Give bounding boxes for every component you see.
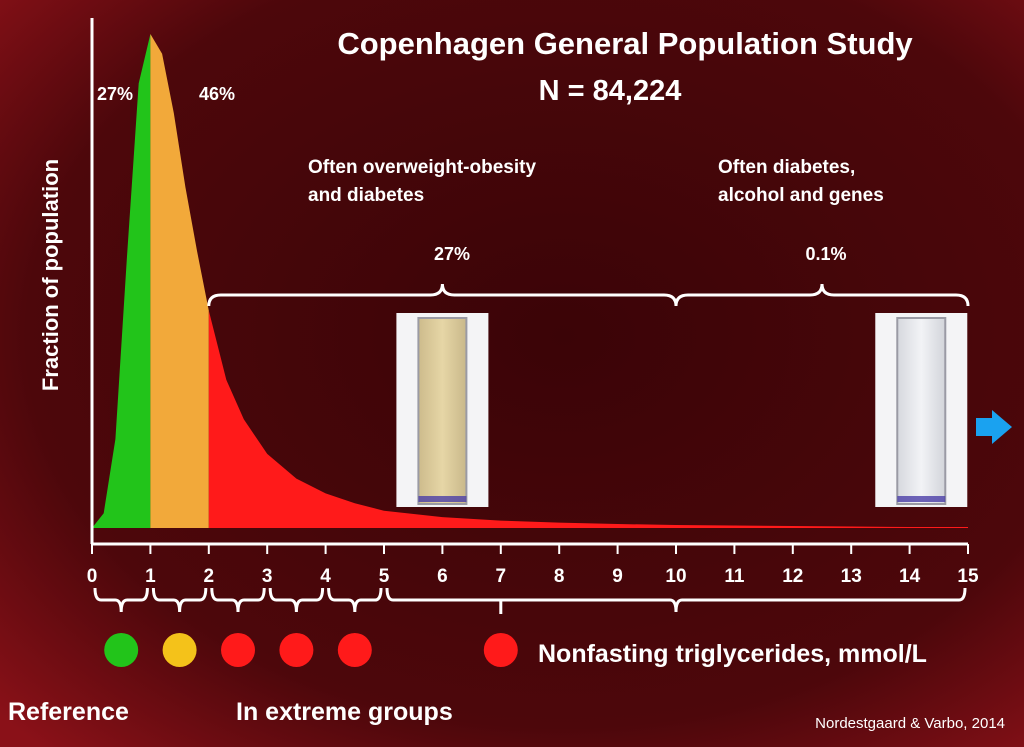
right-arrow-icon bbox=[976, 410, 1012, 444]
group-bracket bbox=[327, 587, 383, 613]
citation: Nordestgaard & Varbo, 2014 bbox=[815, 715, 1005, 732]
sample-tubes bbox=[396, 313, 968, 507]
group-dot bbox=[337, 633, 372, 667]
x-tick-label: 4 bbox=[320, 566, 331, 587]
x-tick-label: 10 bbox=[665, 566, 686, 587]
x-tick-label: 14 bbox=[899, 566, 921, 587]
group-dot bbox=[279, 633, 314, 667]
group-bracket bbox=[93, 587, 149, 613]
x-tick-label: 12 bbox=[782, 566, 803, 587]
top-brackets bbox=[207, 283, 970, 307]
group-bracket bbox=[268, 587, 325, 613]
annotation-diabetes-share: 0.1% bbox=[805, 244, 846, 264]
group-dot bbox=[104, 633, 139, 667]
sample-tube bbox=[396, 313, 489, 507]
area-segment-green bbox=[92, 34, 151, 528]
chart-subtitle: N = 84,224 bbox=[539, 75, 682, 107]
distribution-areas bbox=[92, 34, 969, 528]
area-segment-red bbox=[208, 310, 969, 528]
x-tick-label: 3 bbox=[262, 566, 273, 587]
group-dots bbox=[104, 633, 518, 667]
x-axis-ticks: 0 1 2 3 4 5 6 7 8 9 10 11 12 13 14 15 bbox=[87, 544, 979, 587]
top-bracket bbox=[207, 283, 678, 307]
tube-contents bbox=[896, 317, 947, 505]
tube-base bbox=[418, 496, 467, 502]
group-bracket bbox=[385, 587, 967, 613]
annotation-overweight-line-1: Often overweight-obesity bbox=[308, 157, 536, 178]
area-segment-orange bbox=[150, 34, 209, 528]
group-dot bbox=[162, 633, 197, 667]
legend-extreme-label: In extreme groups bbox=[236, 698, 453, 726]
x-tick-label: 8 bbox=[554, 566, 565, 587]
annotation-overweight-share: 27% bbox=[434, 244, 470, 264]
tube-contents bbox=[417, 317, 468, 505]
x-tick-label: 9 bbox=[612, 566, 623, 587]
group-dot bbox=[483, 633, 518, 667]
x-axis-label: Nonfasting triglycerides, mmol/L bbox=[538, 640, 927, 668]
x-tick-label: 0 bbox=[87, 566, 98, 587]
x-tick-label: 13 bbox=[841, 566, 862, 587]
x-tick-label: 6 bbox=[437, 566, 448, 587]
legend-reference-label: Reference bbox=[8, 698, 129, 726]
sample-tube bbox=[875, 313, 968, 507]
x-tick-label: 15 bbox=[957, 566, 979, 587]
tube-base bbox=[897, 496, 946, 502]
annotation-diabetes-line-1: Often diabetes, bbox=[718, 157, 855, 178]
group-dot bbox=[221, 633, 255, 667]
annotation-diabetes-line-2: alcohol and genes bbox=[718, 185, 884, 206]
group-bracket bbox=[210, 587, 266, 613]
group-bracket bbox=[151, 587, 208, 613]
group-brackets bbox=[93, 587, 967, 614]
y-axis-label: Fraction of population bbox=[38, 159, 63, 391]
annotation-overweight-line-2: and diabetes bbox=[308, 185, 424, 206]
x-tick-label: 7 bbox=[496, 566, 507, 587]
x-tick-label: 1 bbox=[145, 566, 156, 587]
chart-title: Copenhagen General Population Study bbox=[337, 26, 913, 61]
x-tick-label: 11 bbox=[724, 566, 745, 587]
orange-share-label: 46% bbox=[199, 84, 235, 104]
green-share-label: 27% bbox=[97, 84, 133, 104]
x-tick-label: 5 bbox=[379, 566, 390, 587]
x-tick-label: 2 bbox=[204, 566, 215, 587]
top-bracket bbox=[674, 283, 970, 307]
